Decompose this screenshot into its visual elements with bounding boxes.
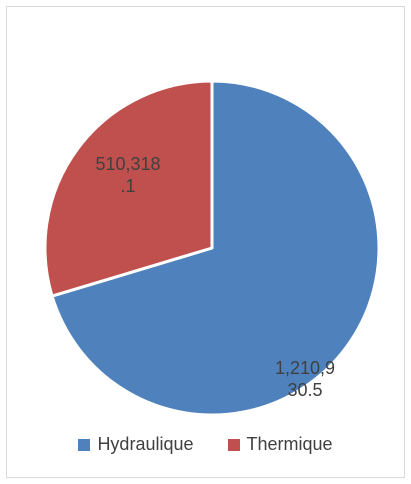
data-label-thermique-line2: .1 bbox=[120, 176, 135, 196]
pie-data-labels: 1,210,930.5 510,318.1 bbox=[95, 154, 335, 400]
data-label-hydraulique-line2: 30.5 bbox=[287, 380, 322, 400]
data-label-thermique-line1: 510,318 bbox=[95, 154, 160, 174]
pie-slice-hydraulique bbox=[50, 79, 381, 417]
pie-slice-thermique bbox=[43, 79, 214, 298]
legend-swatch-thermique bbox=[227, 438, 240, 451]
legend-item-hydraulique: Hydraulique bbox=[78, 434, 194, 455]
data-label-hydraulique-line1: 1,210,9 bbox=[275, 358, 335, 378]
legend-item-thermique: Thermique bbox=[227, 434, 333, 455]
legend-label-hydraulique: Hydraulique bbox=[97, 434, 194, 454]
legend: Hydraulique Thermique bbox=[0, 434, 411, 455]
pie-slices bbox=[43, 79, 381, 417]
legend-label-thermique: Thermique bbox=[246, 434, 333, 454]
legend-swatch-hydraulique bbox=[78, 438, 91, 451]
